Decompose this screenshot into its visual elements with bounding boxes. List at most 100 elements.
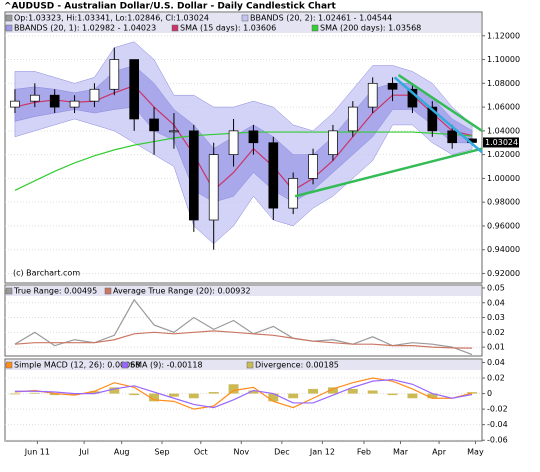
- x-tick-label: Apr: [432, 448, 447, 457]
- legend-swatch: [5, 361, 13, 369]
- legend-swatch: [121, 361, 129, 369]
- candle-body: [169, 130, 179, 133]
- y-tick-label: 0.03: [487, 313, 505, 322]
- candle-body: [129, 59, 140, 120]
- indicator-line: [14, 330, 473, 349]
- candle-body: [288, 178, 299, 209]
- y-tick-label: 0: [487, 389, 492, 398]
- candle-body: [69, 100, 80, 108]
- divergence-bar: [288, 393, 299, 399]
- y-tick-label: -0.02: [487, 405, 508, 414]
- divergence-bar: [208, 392, 219, 394]
- divergence-bar: [29, 392, 40, 394]
- x-tick-label: Feb: [357, 448, 371, 457]
- candle-body: [367, 82, 378, 108]
- divergence-bar: [109, 387, 120, 394]
- y-tick-label: 0.01: [487, 343, 505, 352]
- y-tick-label: 1.04000: [487, 126, 520, 135]
- candle-body: [308, 154, 318, 179]
- candle-body: [248, 130, 259, 144]
- divergence-bar: [387, 393, 398, 396]
- legend-label: Average True Range (20): 0.00932: [113, 287, 251, 296]
- last-price-box: [483, 137, 519, 148]
- legend-label: Op:1.03323, Hi:1.03341, Lo:1.02846, Cl:1…: [14, 14, 209, 23]
- legend-label: Simple MACD (12, 26): 0.00068: [14, 361, 140, 370]
- divergence-bar: [427, 393, 438, 399]
- plot-area: [5, 361, 482, 441]
- candle-body: [208, 154, 219, 221]
- y-tick-label: 0.02: [487, 328, 505, 337]
- y-tick-label: 1.06000: [487, 103, 520, 112]
- candle-body: [10, 100, 20, 108]
- trendline: [393, 76, 483, 154]
- panel-frame: [4, 358, 483, 442]
- x-tick-label: Oct: [194, 448, 208, 457]
- divergence-bar: [89, 391, 100, 394]
- candle-body: [347, 106, 358, 132]
- candle-body: [407, 88, 418, 108]
- y-tick-label: 1.02000: [487, 150, 520, 159]
- y-tick-label: 0.05: [487, 283, 505, 292]
- x-tick-label: Mar: [393, 448, 409, 457]
- legend-swatch: [5, 287, 13, 295]
- x-tick-label: Dec: [274, 448, 289, 457]
- legend-label: BBANDS (20, 1): 1.02982 - 1.04023: [14, 24, 156, 33]
- trendline: [397, 73, 483, 132]
- candle-body: [109, 59, 120, 90]
- legend-label: SMA (9): -0.00118: [130, 361, 203, 370]
- moving-average: [14, 131, 473, 191]
- x-tick-label: Jan 12: [309, 448, 335, 457]
- x-tick-label: Aug: [114, 448, 130, 457]
- trendline: [294, 147, 483, 198]
- plot-area: [5, 35, 482, 274]
- y-tick-label: 0.98000: [487, 198, 520, 207]
- candle-body: [387, 82, 398, 90]
- legend-background: [6, 23, 481, 33]
- divergence-bar: [308, 388, 319, 394]
- legend-label: True Range: 0.00495: [13, 287, 97, 296]
- candle-body: [447, 130, 458, 144]
- last-price-label: 1.03024: [485, 138, 518, 147]
- legend-swatch: [5, 14, 13, 22]
- x-tick-label: Sep: [154, 448, 169, 457]
- divergence-bar: [168, 393, 179, 397]
- legend-swatch: [5, 24, 13, 32]
- copyright: (c) Barchart.com: [13, 269, 80, 278]
- candle-body: [268, 142, 279, 209]
- indicator-line: [14, 378, 473, 409]
- legend-swatch: [311, 24, 319, 32]
- x-tick-label: Jun 11: [24, 448, 50, 457]
- legend-swatch: [104, 287, 112, 295]
- candle-body: [188, 130, 199, 221]
- y-tick-label: 1.08000: [487, 79, 520, 88]
- candle-body: [29, 94, 40, 102]
- x-tick-label: Nov: [234, 448, 250, 457]
- legend-label: SMA (200 days): 1.03568: [320, 24, 421, 33]
- y-tick-label: 0.96000: [487, 221, 520, 230]
- y-tick-label: 0.04: [487, 358, 505, 367]
- y-tick-label: 1.12000: [487, 31, 520, 40]
- y-tick-label: 0.02: [487, 374, 505, 383]
- y-tick-label: -0.06: [487, 436, 508, 445]
- divergence-bar: [149, 393, 160, 402]
- divergence-bar: [367, 390, 378, 394]
- legend-swatch: [246, 361, 254, 369]
- candle-body: [427, 106, 438, 132]
- legend-swatch: [171, 24, 179, 32]
- legend-background: [6, 286, 481, 296]
- chart-title: ^AUDUSD - Australian Dollar/U.S. Dollar …: [4, 2, 336, 12]
- legend-label: SMA (15 days): 1.03606: [180, 24, 276, 33]
- legend-label: BBANDS (20, 2): 1.02461 - 1.04544: [250, 14, 392, 23]
- y-tick-label: 0.92000: [487, 269, 520, 278]
- y-tick-label: 1.10000: [487, 55, 520, 64]
- divergence-bar: [268, 393, 279, 402]
- indicator-line: [14, 377, 473, 410]
- candle-body: [89, 88, 100, 102]
- candle-body: [328, 130, 338, 155]
- legend-swatch: [241, 14, 249, 22]
- x-tick-label: May: [467, 448, 484, 457]
- divergence-bar: [467, 392, 478, 394]
- y-tick-label: 0.94000: [487, 245, 520, 254]
- divergence-bar: [188, 393, 199, 399]
